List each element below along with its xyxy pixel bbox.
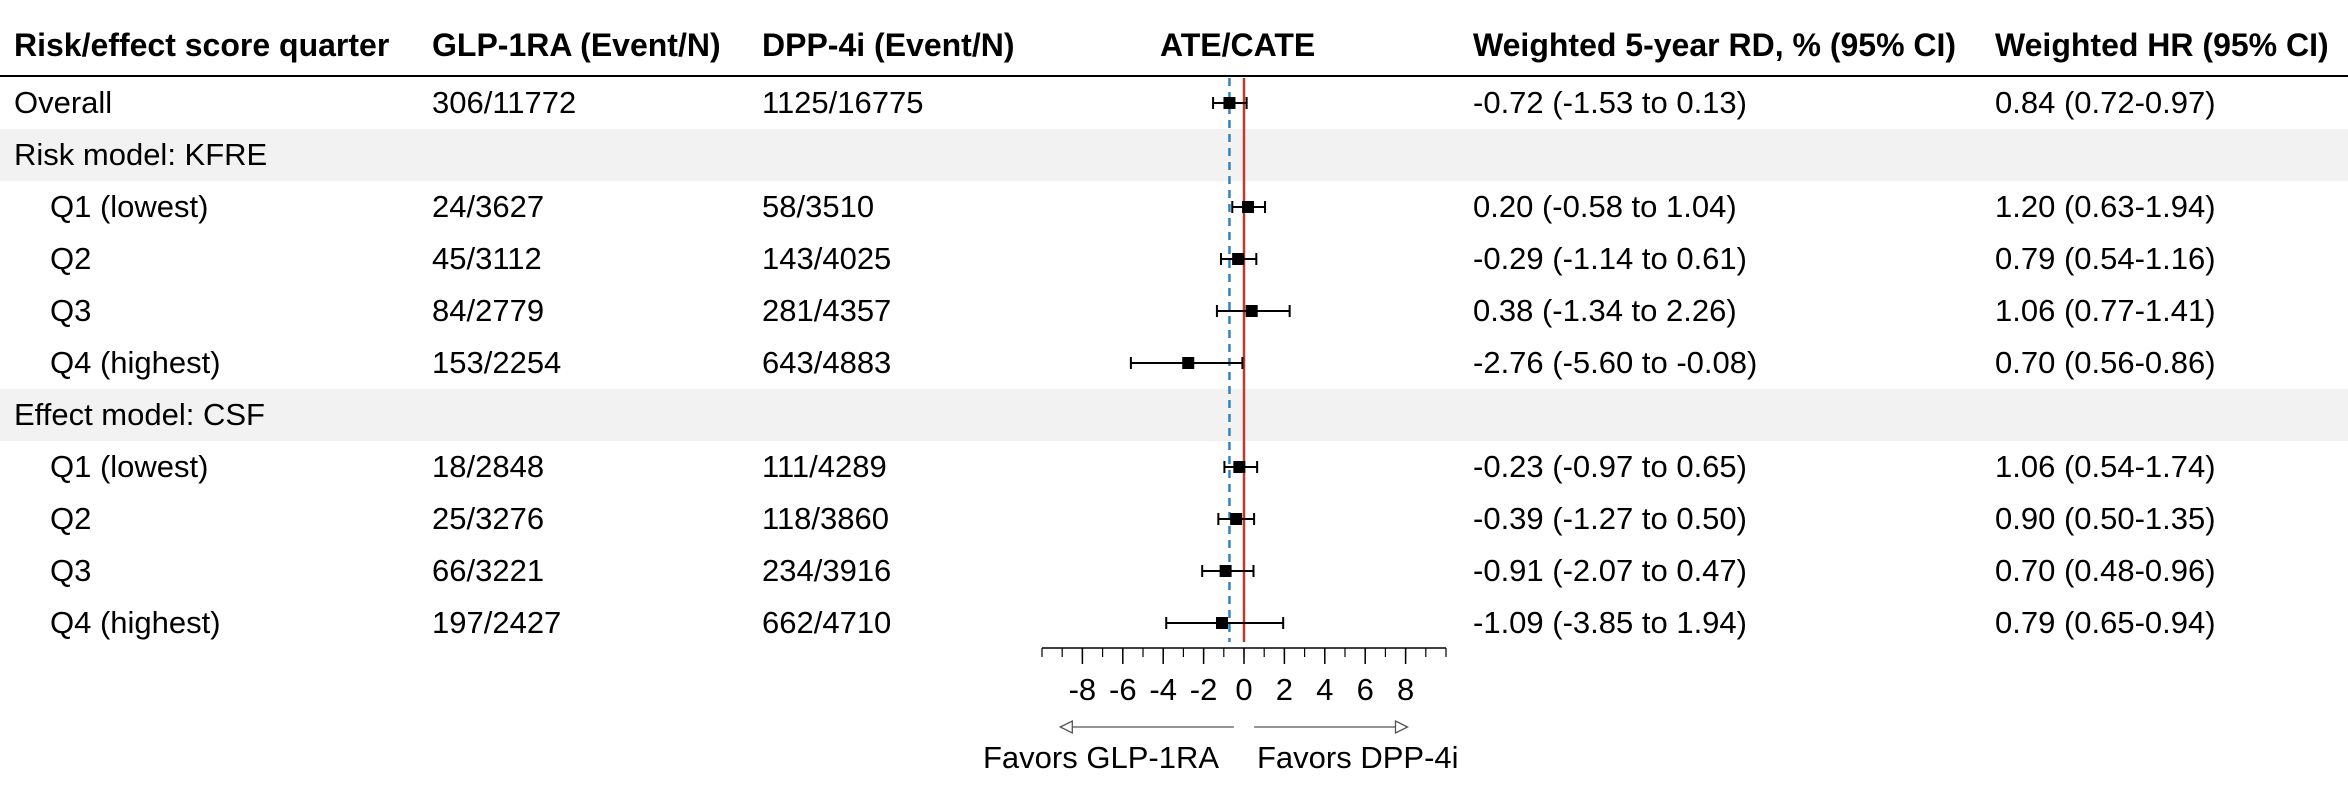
row-label: Q4 (highest) — [50, 345, 221, 380]
weighted-hr: 0.84 (0.72-0.97) — [1995, 85, 2216, 120]
point-estimate — [1219, 565, 1232, 577]
point-estimate — [1182, 357, 1195, 369]
glp1ra-events: 25/3276 — [432, 501, 545, 536]
header-weighted-rd: Weighted 5-year RD, % (95% CI) — [1473, 27, 1957, 63]
glp1ra-events: 306/11772 — [432, 85, 577, 120]
dpp4i-events: 643/4883 — [762, 345, 892, 380]
row-label: Q3 — [50, 553, 92, 588]
favors-dpp4i-label: Favors DPP-4i — [1257, 740, 1459, 775]
weighted-rd: -0.29 (-1.14 to 0.61) — [1473, 241, 1747, 276]
dpp4i-events: 111/4289 — [762, 449, 887, 484]
weighted-hr: 0.70 (0.48-0.96) — [1995, 553, 2216, 588]
header-glp1ra: GLP-1RA (Event/N) — [432, 27, 721, 63]
weighted-rd: 0.38 (-1.34 to 2.26) — [1473, 293, 1737, 328]
header-label: Risk/effect score quarter — [14, 27, 390, 63]
x-axis-tick-label: -8 — [1069, 672, 1097, 707]
section-label: Risk model: KFRE — [14, 137, 268, 172]
favors-right-arrowhead — [1394, 719, 1409, 735]
header-ate-cate: ATE/CATE — [1160, 27, 1316, 63]
row-label: Q2 — [50, 501, 92, 536]
weighted-hr: 0.79 (0.54-1.16) — [1995, 241, 2216, 276]
weighted-rd: -0.39 (-1.27 to 0.50) — [1473, 501, 1747, 536]
row-label: Overall — [14, 85, 113, 120]
x-axis-tick-label: 6 — [1357, 672, 1374, 707]
weighted-hr: 1.06 (0.54-1.74) — [1995, 449, 2216, 484]
weighted-rd: -0.72 (-1.53 to 0.13) — [1473, 85, 1747, 120]
glp1ra-events: 24/3627 — [432, 189, 545, 224]
dpp4i-events: 234/3916 — [762, 553, 892, 588]
glp1ra-events: 45/3112 — [432, 241, 542, 276]
glp1ra-events: 84/2779 — [432, 293, 545, 328]
point-estimate — [1230, 513, 1243, 525]
point-estimate — [1215, 617, 1228, 629]
dpp4i-events: 143/4025 — [762, 241, 892, 276]
favors-left-arrowhead — [1058, 719, 1073, 735]
x-axis-tick-label: -6 — [1109, 672, 1137, 707]
favors-glp1ra-label: Favors GLP-1RA — [983, 740, 1220, 775]
row-label: Q3 — [50, 293, 92, 328]
x-axis-tick-label: 4 — [1316, 672, 1333, 707]
weighted-hr: 0.90 (0.50-1.35) — [1995, 501, 2216, 536]
weighted-rd: -0.23 (-0.97 to 0.65) — [1473, 449, 1747, 484]
header-dpp4i: DPP-4i (Event/N) — [762, 27, 1015, 63]
dpp4i-events: 118/3860 — [762, 501, 889, 536]
weighted-rd: -0.91 (-2.07 to 0.47) — [1473, 553, 1747, 588]
glp1ra-events: 18/2848 — [432, 449, 545, 484]
weighted-hr: 1.20 (0.63-1.94) — [1995, 189, 2216, 224]
dpp4i-events: 662/4710 — [762, 605, 892, 640]
row-label: Q1 (lowest) — [50, 449, 209, 484]
point-estimate — [1242, 201, 1255, 213]
point-estimate — [1245, 305, 1258, 317]
x-axis-tick-label: -4 — [1149, 672, 1177, 707]
glp1ra-events: 153/2254 — [432, 345, 562, 380]
dpp4i-events: 1125/16775 — [762, 85, 924, 120]
weighted-hr: 0.79 (0.65-0.94) — [1995, 605, 2216, 640]
row-label: Q2 — [50, 241, 92, 276]
header-rule — [0, 75, 2348, 77]
x-axis-tick-label: 0 — [1235, 672, 1252, 707]
weighted-rd: -2.76 (-5.60 to -0.08) — [1473, 345, 1758, 380]
row-label: Q1 (lowest) — [50, 189, 209, 224]
point-estimate — [1232, 253, 1245, 265]
dpp4i-events: 281/4357 — [762, 293, 892, 328]
dpp4i-events: 58/3510 — [762, 189, 875, 224]
glp1ra-events: 197/2427 — [432, 605, 562, 640]
point-estimate — [1223, 97, 1236, 109]
weighted-hr: 0.70 (0.56-0.86) — [1995, 345, 2216, 380]
header-weighted-hr: Weighted HR (95% CI) — [1995, 27, 2329, 63]
weighted-rd: 0.20 (-0.58 to 1.04) — [1473, 189, 1737, 224]
point-estimate — [1233, 461, 1246, 473]
weighted-rd: -1.09 (-3.85 to 1.94) — [1473, 605, 1747, 640]
weighted-hr: 1.06 (0.77-1.41) — [1995, 293, 2216, 328]
row-label: Q4 (highest) — [50, 605, 221, 640]
glp1ra-events: 66/3221 — [432, 553, 545, 588]
section-band — [0, 389, 2348, 441]
x-axis-tick-label: -2 — [1190, 672, 1218, 707]
section-label: Effect model: CSF — [14, 397, 265, 432]
section-band — [0, 129, 2348, 181]
x-axis-tick-label: 2 — [1276, 672, 1293, 707]
x-axis-tick-label: 8 — [1397, 672, 1414, 707]
